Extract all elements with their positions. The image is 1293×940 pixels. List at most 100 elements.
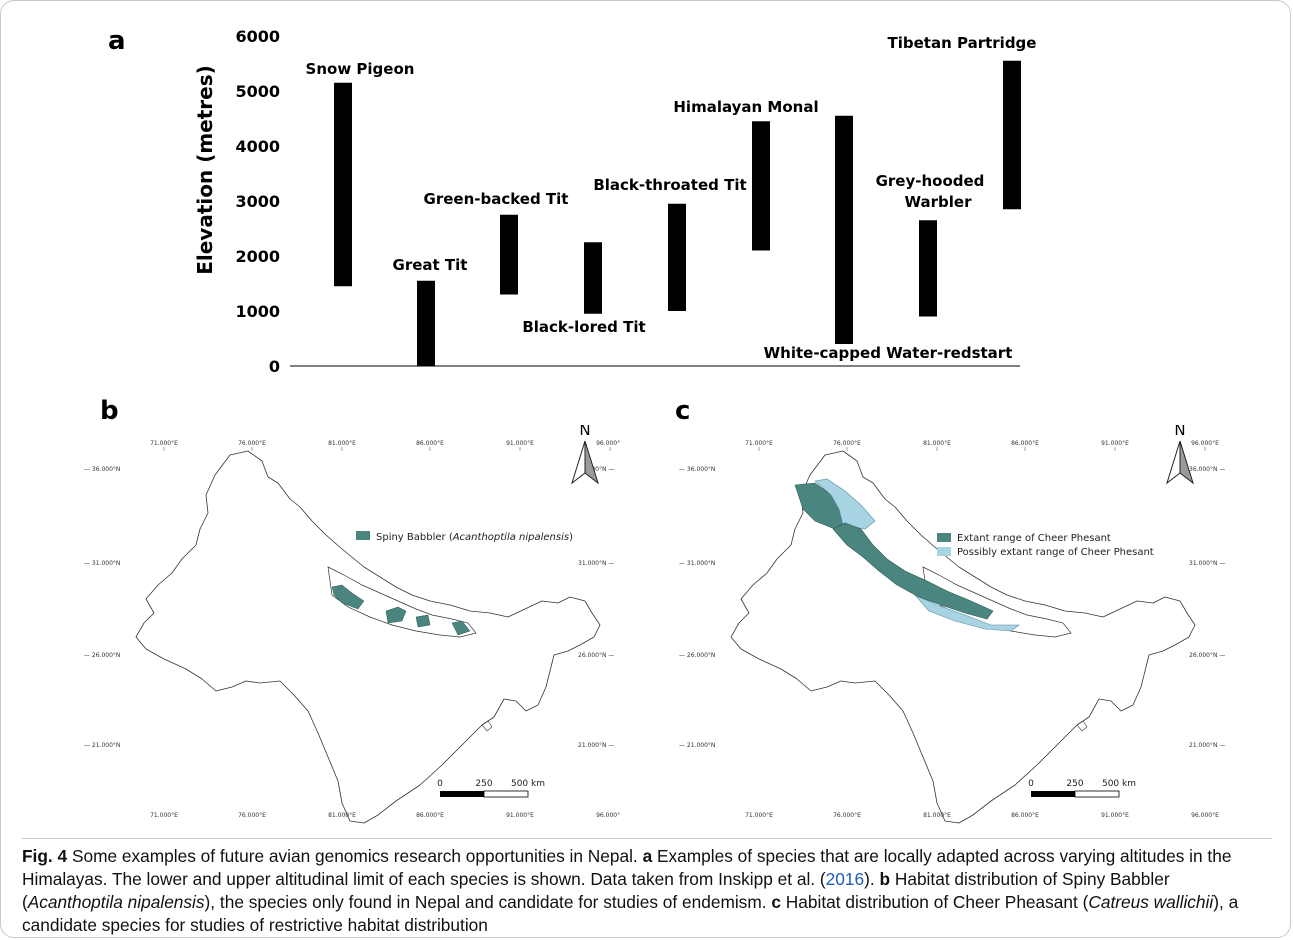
north-label: N — [1174, 425, 1185, 439]
longitude-label-bottom: 91.000°E — [1101, 812, 1129, 819]
legend-label: Possibly extant range of Cheer Phesant — [957, 547, 1154, 558]
country-outline — [135, 450, 601, 824]
longitude-label-bottom: 86.000°E — [1011, 812, 1039, 819]
longitude-label-bottom: 71.000°E — [745, 812, 773, 819]
range-bar — [752, 121, 770, 251]
scale-label: 0 — [1028, 779, 1034, 789]
caption-reference-link[interactable]: 2016 — [825, 869, 865, 889]
range-bar — [417, 280, 435, 366]
delta-outline — [481, 720, 493, 732]
scale-label: 250 — [1066, 779, 1083, 789]
caption-c-label: c — [771, 892, 781, 912]
y-axis-label: Elevation (metres) — [193, 65, 217, 275]
country-outline — [730, 450, 1196, 824]
delta-outline — [1076, 720, 1088, 732]
latitude-label-right: 26.000°N — — [578, 652, 614, 659]
longitude-label-bottom: 91.000°E — [506, 812, 534, 819]
bar-label: Grey-hooded — [876, 172, 985, 190]
bar-label: Black-lored Tit — [522, 318, 645, 336]
bar-label: Black-throated Tit — [593, 176, 746, 194]
legend-swatch — [937, 547, 951, 556]
scale-label: 500 km — [1102, 779, 1136, 789]
scale-bar-black — [440, 791, 484, 797]
north-arrow-light — [1166, 440, 1181, 485]
range-bar — [1003, 60, 1021, 210]
caption-text-3: ). — [864, 869, 875, 889]
scale-bar-white — [483, 790, 529, 798]
caption-text-5: ), the species only found in Nepal and c… — [204, 892, 767, 912]
scale-label: 500 km — [511, 779, 545, 789]
longitude-label-bottom: 96.000°E — [1191, 812, 1219, 819]
longitude-label-bottom: 86.000°E — [416, 812, 444, 819]
bar-label: Tibetan Partridge — [888, 34, 1037, 52]
caption-fig-label: Fig. 4 — [22, 846, 68, 866]
caption-c-species: Catreus wallichii — [1088, 892, 1214, 912]
longitude-label: 71.000°E — [150, 440, 178, 447]
y-tick-label: 0 — [269, 357, 280, 376]
panel-b-letter: b — [100, 396, 119, 426]
range-bar — [835, 115, 853, 344]
latitude-label-right: 21.000°N — — [578, 742, 614, 749]
north-label: N — [579, 425, 590, 439]
bar-label-line2: Warbler — [905, 193, 973, 211]
longitude-label: 76.000°E — [833, 440, 861, 447]
bar-label: Snow Pigeon — [306, 60, 415, 78]
bar-label: Himalayan Monal — [673, 98, 818, 116]
range-bar — [334, 82, 352, 287]
y-tick-label: 4000 — [235, 137, 280, 156]
figure-caption: Fig. 4 Some examples of future avian gen… — [22, 838, 1272, 937]
latitude-label-right: 31.000°N — — [578, 560, 614, 567]
latitude-label: — 31.000°N — [84, 560, 120, 567]
caption-text-7: ), a candidate species for studies of re… — [22, 892, 1239, 935]
scale-bar-black — [1031, 791, 1075, 797]
longitude-label: 96.000°E — [596, 440, 620, 447]
longitude-label-bottom: 71.000°E — [150, 812, 178, 819]
longitude-label: 86.000°E — [416, 440, 444, 447]
range-patch — [451, 620, 471, 636]
extant-range-main — [832, 522, 994, 620]
range-patch — [385, 606, 407, 624]
range-bar — [668, 203, 686, 311]
longitude-label: 91.000°E — [506, 440, 534, 447]
nepal-border — [327, 566, 477, 638]
longitude-label: 71.000°E — [745, 440, 773, 447]
latitude-label: — 21.000°N — [679, 742, 715, 749]
possible-range-south — [914, 594, 1020, 632]
longitude-label-bottom: 81.000°E — [923, 812, 951, 819]
map-spiny-babbler: 71.000°E 71.000°E 76.000°E 76.000°E 81.000°E… — [84, 425, 620, 824]
y-tick-label: 5000 — [235, 82, 280, 101]
longitude-label-bottom: 96.000°E — [596, 812, 620, 819]
latitude-label-right: 21.000°N — — [1189, 742, 1225, 749]
caption-text-1: Some examples of future avian genomics r… — [71, 846, 638, 866]
caption-text-4: Habitat distribution of Spiny Babbler ( — [22, 869, 1170, 912]
bar-label: Green-backed Tit — [424, 190, 569, 208]
range-patch — [415, 614, 431, 628]
north-arrow-shade — [584, 440, 599, 485]
latitude-label-right: 36.000°N — — [1189, 466, 1225, 473]
range-bar — [919, 220, 937, 317]
scale-label: 250 — [475, 779, 492, 789]
longitude-label: 81.000°E — [328, 440, 356, 447]
longitude-label: 76.000°E — [238, 440, 266, 447]
caption-text-2: Examples of species that are locally ada… — [22, 846, 1232, 889]
scale-label: 0 — [437, 779, 443, 789]
longitude-label-bottom: 76.000°E — [238, 812, 266, 819]
legend-swatch — [356, 531, 370, 540]
caption-b-label: b — [879, 869, 891, 889]
panel-a-letter: a — [108, 26, 126, 56]
longitude-label: 81.000°E — [923, 440, 951, 447]
latitude-label: — 21.000°N — [84, 742, 120, 749]
latitude-label-right: 31.000°N — — [1189, 560, 1225, 567]
latitude-label-right: 36.000°N — — [578, 466, 614, 473]
range-patch — [331, 584, 365, 610]
legend-swatch — [937, 533, 951, 542]
longitude-label: 86.000°E — [1011, 440, 1039, 447]
map-cheer-pheasant: 71.000°E 71.000°E 76.000°E 76.000°E 81.000°E… — [679, 425, 1225, 824]
bar-label: White-capped Water-redstart — [764, 344, 1013, 362]
y-tick-label: 2000 — [235, 247, 280, 266]
legend-label: Extant range of Cheer Phesant — [957, 533, 1111, 544]
elevation-range-chart: 0 1000 2000 3000 4000 5000 6000 Elevation (metr… — [193, 27, 1037, 376]
latitude-label: — 26.000°N — [84, 652, 120, 659]
north-arrow-light — [571, 440, 586, 485]
